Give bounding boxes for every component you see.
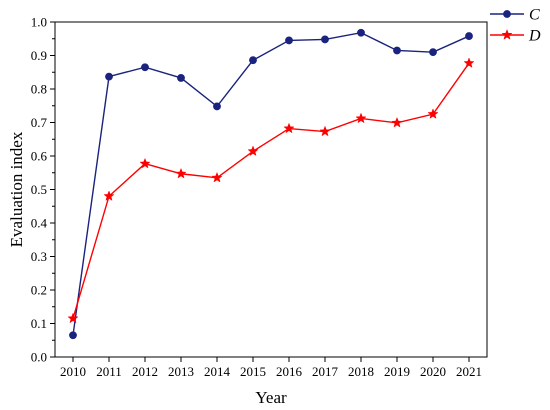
series-line-D [72, 62, 470, 319]
legend-label-C: C [529, 7, 540, 24]
y-tick-label: 0.1 [31, 316, 47, 331]
data-point-C [105, 72, 113, 81]
data-point-D [175, 167, 187, 179]
legend-marker-C [503, 10, 511, 18]
series-C [69, 28, 473, 340]
y-tick-label: 0.7 [31, 115, 48, 130]
data-point-C [213, 102, 221, 111]
data-point-D [319, 125, 331, 137]
x-axis-title: Year [255, 388, 287, 407]
data-point-C [393, 46, 401, 55]
data-point-D [283, 122, 295, 134]
data-point-D [103, 190, 115, 201]
data-point-C [321, 35, 329, 44]
series-D [67, 57, 475, 324]
x-tick-label: 2010 [60, 364, 86, 379]
data-point-D [139, 157, 151, 169]
x-tick-label: 2013 [168, 364, 194, 379]
legend-marker-D [501, 29, 513, 40]
data-point-C [177, 74, 185, 82]
x-tick-label: 2012 [132, 364, 158, 379]
data-point-D [427, 108, 439, 119]
y-tick-label: 0.0 [31, 350, 47, 365]
series-layer [67, 28, 475, 340]
data-point-C [429, 48, 437, 57]
y-tick-label: 0.6 [31, 149, 48, 164]
x-tick-label: 2014 [204, 364, 231, 379]
data-point-C [357, 28, 365, 37]
data-point-D [355, 112, 367, 124]
x-tick-label: 2019 [384, 364, 410, 379]
axes: 2010 2011 2012 2013 2014 2015 2016 2017 2018 2019… [31, 15, 488, 379]
x-tick-label: 2018 [348, 364, 374, 379]
data-point-C [465, 32, 473, 40]
x-tick-label: 2021 [456, 364, 482, 379]
legend: CD [490, 7, 541, 45]
y-tick-label: 0.4 [31, 216, 48, 231]
data-point-C [249, 56, 257, 65]
y-tick-label: 0.3 [31, 249, 47, 264]
y-tick-label: 1.0 [31, 15, 47, 30]
plot-frame [54, 21, 488, 358]
data-point-D [67, 312, 79, 324]
data-point-C [141, 63, 149, 72]
data-point-C [285, 36, 293, 45]
y-tick-label: 0.8 [31, 82, 47, 97]
y-tick-label: 0.9 [31, 48, 47, 63]
data-point-C [69, 331, 77, 340]
legend-label-D: D [528, 28, 541, 45]
data-point-D [211, 171, 223, 183]
x-tick-label: 2017 [312, 364, 339, 379]
series-line-C [72, 31, 470, 336]
x-tick-label: 2011 [96, 364, 122, 379]
y-axis-title: Evaluation index [7, 131, 26, 247]
data-point-D [463, 57, 475, 68]
y-tick-label: 0.2 [31, 283, 47, 298]
data-point-D [247, 145, 259, 157]
data-point-D [391, 116, 403, 128]
y-tick-label: 0.5 [31, 182, 47, 197]
x-tick-label: 2020 [420, 364, 446, 379]
x-tick-label: 2016 [276, 364, 303, 379]
x-tick-label: 2015 [240, 364, 266, 379]
